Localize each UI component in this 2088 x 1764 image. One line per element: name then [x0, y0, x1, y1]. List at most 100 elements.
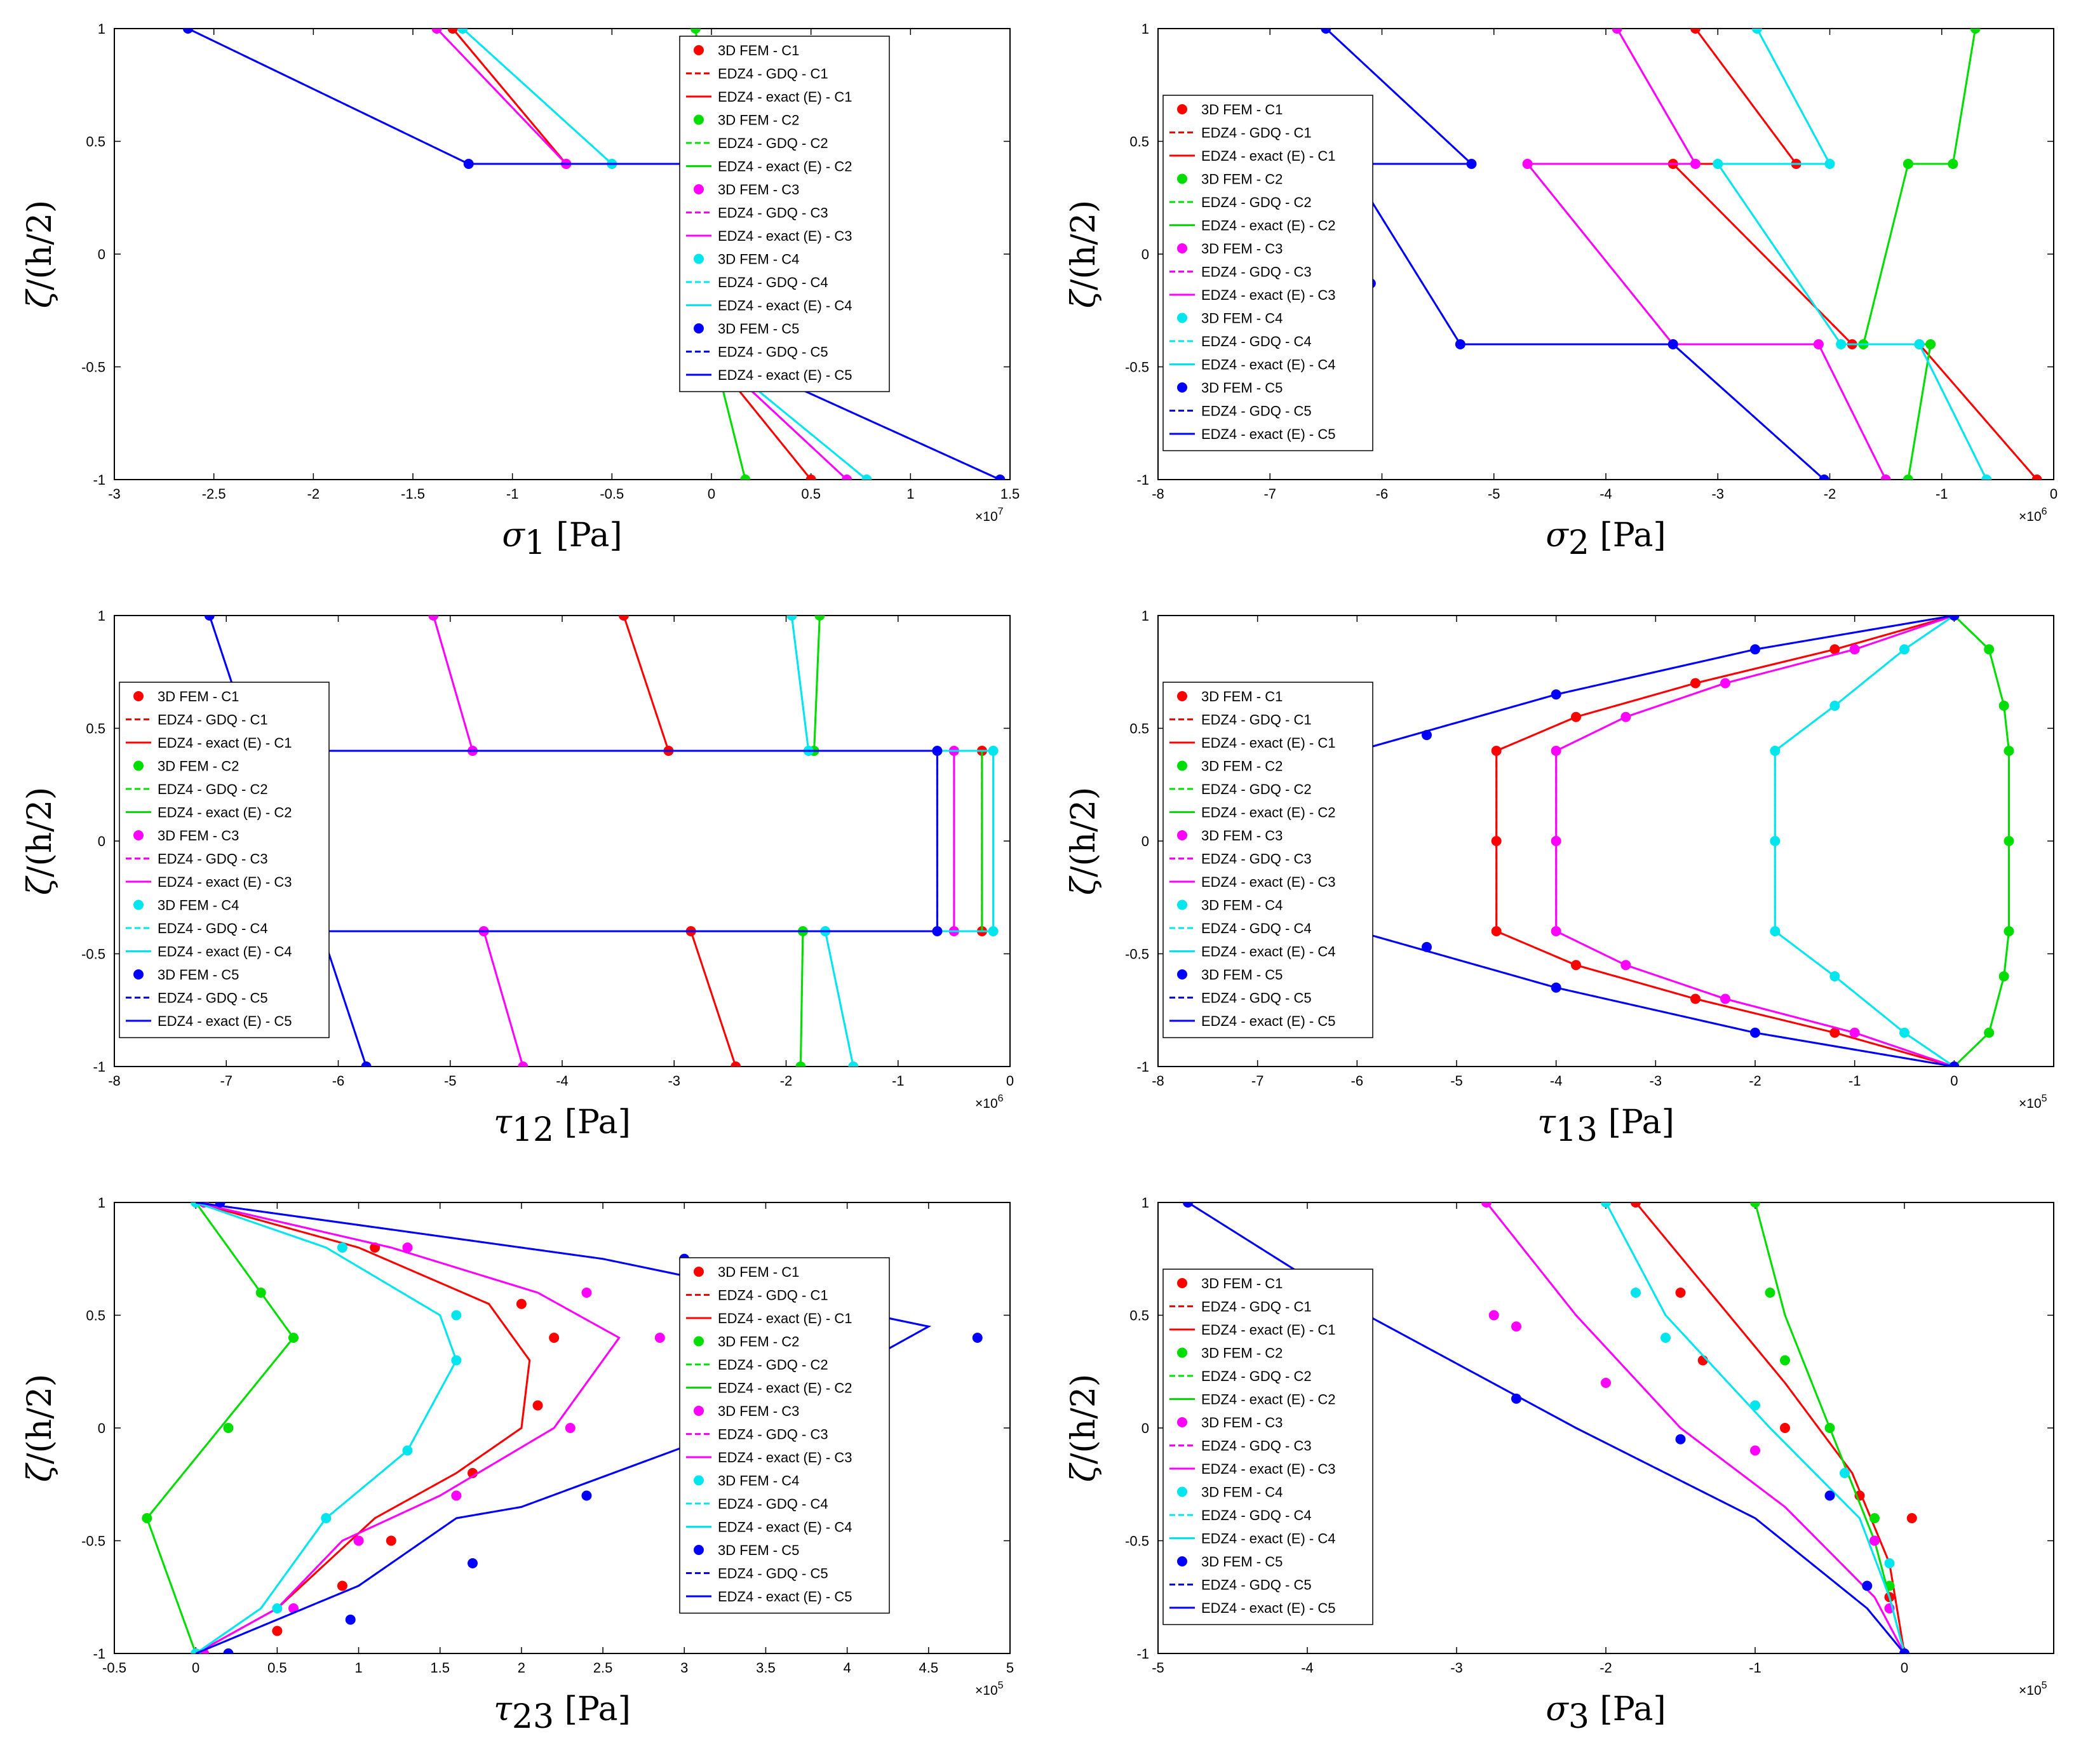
fem-point-c3 — [1813, 339, 1824, 349]
fem-point-c4 — [988, 926, 999, 936]
x-tick-label: -6 — [1351, 1073, 1364, 1089]
x-tick-label: -5 — [444, 1073, 457, 1089]
fem-point-c2 — [814, 616, 825, 621]
x-axis-unit: [Pa] — [554, 1103, 631, 1141]
legend-marker — [1177, 760, 1187, 771]
y-axis-symbol: ζ — [21, 875, 59, 895]
legend-entry: EDZ4 - exact (E) - C4 — [718, 298, 852, 314]
fem-point-c1 — [1491, 836, 1502, 846]
legend-box — [119, 682, 330, 1039]
x-multiplier-base: ×10 — [975, 1096, 998, 1111]
x-tick-label: -1 — [892, 1073, 905, 1089]
fem-point-c4 — [1770, 926, 1781, 936]
legend-box — [679, 36, 890, 393]
legend-entry: 3D FEM - C5 — [1201, 1554, 1283, 1570]
fem-point-c5 — [1862, 1580, 1873, 1591]
legend-entry: 3D FEM - C3 — [1201, 241, 1283, 257]
x-axis-subscript: 23 — [512, 1698, 554, 1736]
fem-point-c2 — [288, 1333, 299, 1343]
y-tick-label: -0.5 — [1125, 1533, 1149, 1549]
legend-entry: 3D FEM - C2 — [1201, 1345, 1283, 1361]
fem-point-c5 — [1899, 1648, 1910, 1653]
y-tick-label: -1 — [1136, 1059, 1149, 1075]
legend-entry: EDZ4 - exact (E) - C5 — [1201, 426, 1335, 442]
fem-point-c5 — [581, 1490, 592, 1501]
fem-point-c1 — [1906, 1513, 1917, 1523]
series-line-gdq-c4 — [1605, 1202, 1906, 1653]
fem-point-c2 — [1869, 1513, 1880, 1523]
legend-entry: 3D FEM - C2 — [158, 758, 239, 774]
x-multiplier-exp: 6 — [2042, 506, 2047, 517]
x-tick-label: -8 — [1152, 486, 1164, 502]
legend-entry: EDZ4 - exact (E) - C3 — [718, 1450, 852, 1465]
x-tick-label: -1 — [1849, 1073, 1861, 1089]
series-group — [142, 1202, 983, 1653]
chart-panel-2: -8 -7 -6 -5 -4 -3 -2 -1 0 -1 -0.5 0 0.5 1 ×106 σ2 [Pa] ζ… — [1044, 0, 2087, 587]
legend-entry: EDZ4 - exact (E) - C4 — [1201, 944, 1335, 960]
x-tick-label: -7 — [1263, 486, 1276, 502]
legend-entry: EDZ4 - exact (E) - C5 — [718, 1589, 852, 1605]
x-tick-label: -2 — [1824, 486, 1836, 502]
y-tick-label: -1 — [93, 1059, 105, 1075]
x-tick-label: -3 — [1450, 1660, 1463, 1676]
series-line-gdq-c2 — [799, 616, 983, 1067]
fem-point-c1 — [1631, 1202, 1641, 1208]
series-group — [1183, 1202, 1917, 1653]
fem-point-c2 — [1998, 971, 2009, 981]
x-tick-label: -5 — [1152, 1660, 1164, 1676]
series-line-gdq-c3 — [432, 616, 955, 1067]
x-tick-label: -6 — [1376, 486, 1389, 502]
x-tick-label: 0 — [708, 486, 715, 502]
legend-entry: EDZ4 - exact (E) - C2 — [1201, 1392, 1335, 1408]
fem-point-c5 — [1551, 982, 1561, 993]
series-line-gdq-c3 — [436, 29, 848, 480]
legend-entry: EDZ4 - GDQ - C1 — [158, 712, 268, 728]
y-tick-label: -0.5 — [1125, 946, 1149, 962]
chart-svg: -0.5 0 0.5 1 1.5 2 2.5 3 3.5 4 4.5 5-1-0.500.51×105… — [21, 1195, 1014, 1736]
fem-point-c5 — [1466, 159, 1477, 169]
fem-point-c4 — [988, 746, 999, 756]
x-tick-label: -3 — [108, 486, 121, 502]
fem-point-c1 — [618, 616, 629, 621]
x-tick-label: -0.5 — [102, 1660, 126, 1676]
legend-marker — [1177, 104, 1187, 114]
legend-entry: EDZ4 - exact (E) - C3 — [1201, 874, 1335, 890]
legend-entry: EDZ4 - GDQ - C5 — [1201, 990, 1312, 1006]
y-tick-label: 0.5 — [86, 1308, 105, 1324]
x-multiplier-exp: 5 — [2042, 1093, 2047, 1104]
legend-entry: EDZ4 - exact (E) - C3 — [1201, 287, 1335, 303]
fem-point-c1 — [2031, 475, 2042, 480]
fem-point-c3 — [1620, 711, 1631, 722]
fem-point-c2 — [1780, 1355, 1790, 1366]
fem-point-c2 — [1750, 1202, 1760, 1208]
chart-panel-4: -8 -7 -6 -5 -4 -3 -2 -1 0 -1 -0.5 0 0.5 1 ×105 τ13 [Pa]… — [1044, 587, 2087, 1174]
legend-entry: 3D FEM - C3 — [158, 828, 239, 844]
legend-entry: EDZ4 - GDQ - C2 — [1201, 194, 1312, 210]
fem-point-c5 — [1824, 1490, 1835, 1501]
legend-entry: EDZ4 - exact (E) - C3 — [718, 228, 852, 244]
fem-point-c4 — [786, 616, 797, 621]
x-multiplier: ×107 — [975, 506, 1004, 524]
y-tick-label: 1 — [98, 608, 105, 624]
x-tick-label: 0.5 — [267, 1660, 287, 1676]
legend-entry: EDZ4 - exact (E) - C2 — [1201, 805, 1335, 821]
x-tick-label: -8 — [108, 1073, 121, 1089]
legend-entry: EDZ4 - GDQ - C4 — [158, 920, 268, 936]
x-tick-label: 4 — [844, 1660, 851, 1676]
x-tick-label: 1 — [906, 486, 914, 502]
series-group — [204, 616, 999, 1067]
y-axis-symbol: ζ — [1065, 288, 1103, 308]
fem-point-c2 — [142, 1513, 152, 1523]
legend-marker — [1177, 1556, 1187, 1566]
x-tick-label: -1 — [506, 486, 519, 502]
legend-entry: EDZ4 - GDQ - C2 — [1201, 781, 1312, 797]
fem-point-c4 — [1899, 644, 1910, 655]
legend-entry: EDZ4 - GDQ - C3 — [1201, 1438, 1312, 1454]
legend-entry: 3D FEM - C4 — [718, 252, 799, 267]
x-multiplier-exp: 6 — [998, 1093, 1004, 1104]
fem-point-c2 — [1984, 644, 1995, 655]
x-tick-label: 3.5 — [756, 1660, 776, 1676]
chart-svg: -8 -7 -6 -5 -4 -3 -2 -1 0 -1 -0.5 0 0.5 1 ×106 σ2 [Pa] ζ… — [1065, 21, 2058, 562]
legend-entry: 3D FEM - C2 — [718, 112, 799, 128]
x-axis-unit: [Pa] — [554, 1690, 631, 1728]
